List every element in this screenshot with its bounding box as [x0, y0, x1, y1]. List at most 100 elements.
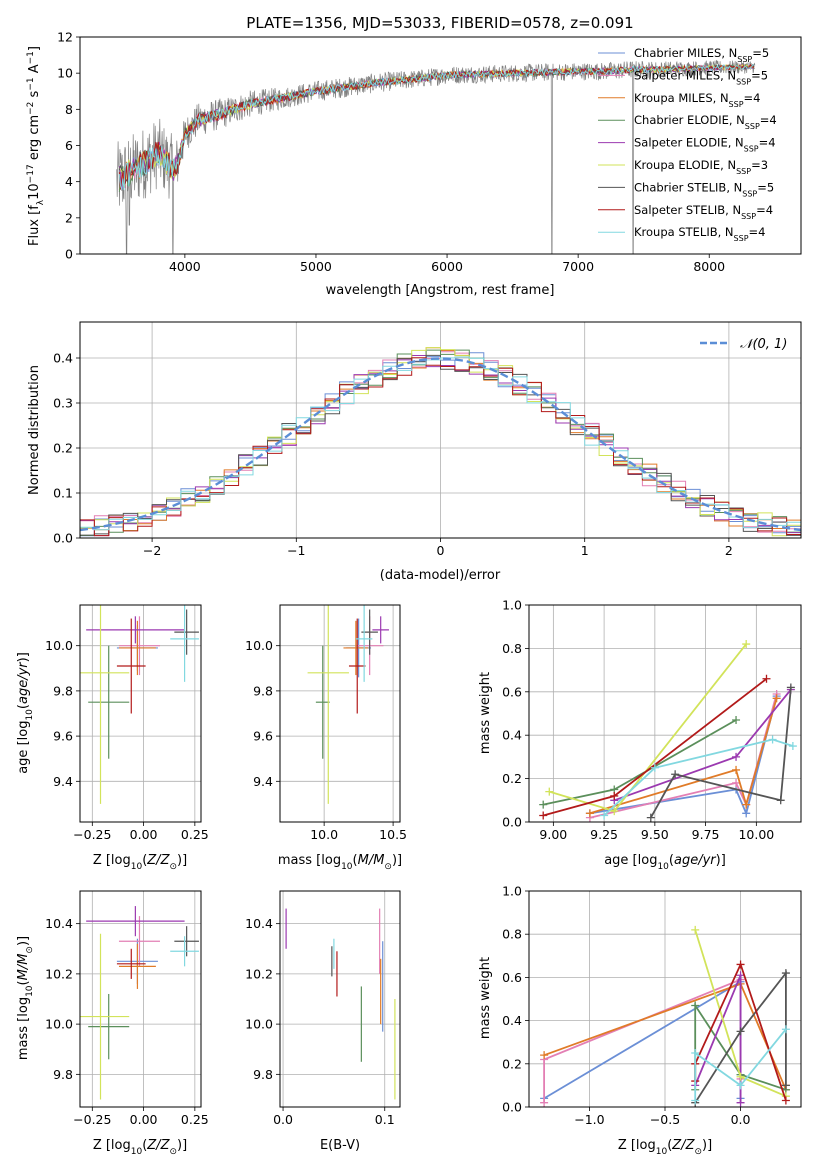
frame-mass_weight_vs_Z — [528, 890, 802, 1108]
axes-residual_hist: −2 −1 0 1 2 0.0 0.1 0.2 0.3 0.4 — [53, 322, 801, 558]
normal-curve — [79, 357, 802, 532]
errorbar-salpeter-stelib — [116, 948, 146, 979]
x-axis-label: mass [log10(M/M⊙)] — [278, 853, 402, 872]
frame-residual_hist — [79, 321, 802, 539]
errorbar-chabrier-elodie — [88, 645, 130, 759]
series-marker — [736, 960, 745, 969]
series-marker — [772, 694, 781, 703]
y-axis-label: age [log10(age/yr)] — [16, 652, 35, 774]
y-tick-label: 0.4 — [502, 1013, 522, 1028]
series-marker — [691, 925, 700, 934]
series-kroupa-miles — [585, 694, 781, 818]
legend-label: Salpeter STELIB, NSSP=4 — [634, 203, 773, 221]
series-line — [549, 643, 747, 813]
x-tick-label: 0.0 — [731, 1112, 751, 1127]
spectrum-legend: Chabrier MILES, NSSP=5 Salpeter MILES, NS… — [598, 46, 777, 243]
x-tick-label: 0.1 — [375, 1112, 395, 1127]
x-tick-label: −1.0 — [574, 1112, 604, 1127]
y-tick-label: 10 — [57, 66, 73, 81]
y-tick-label: 1.0 — [502, 884, 522, 899]
errorbar-kroupa-stelib — [355, 605, 373, 682]
axes-age_vs_Z: −0.25 0.00 0.25 9.4 9.6 9.8 10.0 — [45, 605, 209, 842]
series-marker — [768, 735, 777, 744]
y-tick-label: 0.6 — [502, 970, 522, 985]
series-salpeter-miles — [585, 689, 781, 822]
series-marker — [539, 800, 548, 809]
y-tick-label: 10.0 — [45, 638, 73, 653]
y-tick-label: 2 — [65, 210, 73, 225]
series-marker — [732, 716, 741, 725]
series-marker — [736, 1098, 745, 1107]
y-tick-label: 0.4 — [53, 351, 73, 366]
x-tick-label: 9.75 — [692, 827, 720, 842]
series-salpeter-stelib — [539, 674, 771, 820]
y-tick-label: 0.2 — [53, 441, 73, 456]
y-axis-label: mass weight — [478, 672, 493, 754]
frame-mass_vs_ebv — [279, 890, 401, 1108]
series-marker — [691, 1049, 700, 1057]
x-tick-label: 4000 — [169, 259, 201, 274]
x-tick-label: 10.0 — [310, 827, 338, 842]
errorbar-kroupa-elodie — [80, 933, 130, 1100]
y-tick-label: 9.4 — [53, 774, 73, 789]
series-marker — [736, 971, 745, 980]
y-tick-label: 0 — [65, 247, 73, 262]
errorbar-kroupa-stelib — [170, 605, 199, 682]
x-axis-label: Z [log10(Z/Z⊙)] — [93, 1138, 187, 1157]
x-axis-label: E(B-V) — [320, 1138, 360, 1153]
y-tick-label: 10.0 — [45, 1017, 73, 1032]
x-tick-label: 10.5 — [379, 827, 407, 842]
y-tick-label: 10.4 — [45, 916, 73, 931]
legend-label: Chabrier STELIB, NSSP=5 — [634, 180, 774, 198]
hist-legend: 𝒩(0, 1) — [700, 337, 787, 352]
y-tick-label: 8 — [65, 102, 73, 117]
series-marker — [732, 778, 741, 787]
x-tick-label: 10.00 — [738, 827, 774, 842]
series-chabrier-elodie — [539, 716, 741, 809]
series-marker — [600, 811, 609, 820]
series-marker — [736, 1027, 745, 1036]
y-axis-label: mass weight — [478, 957, 493, 1039]
errorbar-salpeter-miles — [118, 916, 160, 967]
frame-age_vs_mass — [279, 604, 401, 823]
legend-label: Kroupa STELIB, NSSP=4 — [634, 225, 765, 243]
x-tick-label: 0.25 — [181, 1112, 209, 1127]
x-tick-label: 5000 — [300, 259, 332, 274]
x-tick-label: −1 — [287, 543, 305, 558]
series-marker — [786, 683, 795, 692]
frame-spectrum — [79, 36, 802, 255]
y-tick-label: 4 — [65, 174, 73, 189]
y-tick-label: 0.3 — [53, 396, 73, 411]
series-marker — [691, 1096, 700, 1105]
x-tick-label: 6000 — [431, 259, 463, 274]
series-line — [694, 1028, 787, 1101]
series-marker — [776, 796, 785, 805]
x-axis-label: age [log10(age/yr)] — [604, 853, 726, 872]
series-kroupa-elodie — [691, 925, 790, 1101]
frame-mass_weight_vs_age — [528, 604, 802, 823]
y-axis-label: Flux [fλ10−17 erg cm−2 s−1 A−1] — [26, 46, 46, 246]
errorbar-salpeter-elodie — [372, 616, 389, 644]
y-tick-label: 0.8 — [502, 641, 522, 656]
errorbar-salpeter-miles — [118, 616, 160, 676]
y-tick-label: 0.0 — [502, 1100, 522, 1115]
series-line — [543, 980, 742, 1100]
series-marker — [742, 640, 751, 649]
histogram-kroupa-stelib — [80, 356, 801, 537]
series-marker — [736, 1072, 745, 1081]
errorbar-kroupa-miles — [118, 620, 156, 676]
axes-age_vs_mass: 10.0 10.5 9.4 9.6 9.8 10.0 — [245, 605, 407, 842]
errorbar-chabrier-elodie — [88, 993, 130, 1060]
errorbar-salpeter-stelib — [116, 618, 146, 714]
y-tick-label: 10.4 — [245, 916, 273, 931]
series-marker — [781, 1025, 790, 1034]
series-line — [589, 698, 778, 815]
legend-label: Salpeter ELODIE, NSSP=4 — [634, 136, 776, 154]
y-tick-label: 9.6 — [53, 729, 73, 744]
series-marker — [610, 807, 619, 816]
errorbar-salpeter-elodie — [86, 616, 185, 644]
spectrum-model-salpeter-stelib — [118, 63, 755, 190]
y-tick-label: 9.6 — [253, 729, 273, 744]
y-tick-label: 9.8 — [253, 1067, 273, 1082]
